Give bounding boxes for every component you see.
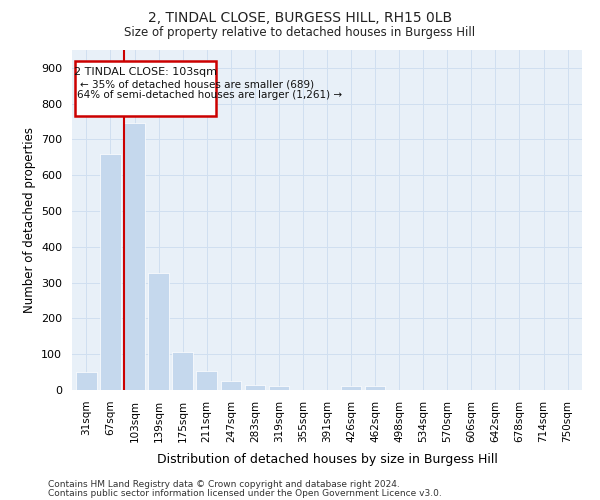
Text: 64% of semi-detached houses are larger (1,261) →: 64% of semi-detached houses are larger (… <box>77 90 343 100</box>
Bar <box>100 154 121 390</box>
Text: Size of property relative to detached houses in Burgess Hill: Size of property relative to detached ho… <box>124 26 476 39</box>
Bar <box>341 386 361 390</box>
FancyBboxPatch shape <box>75 60 217 116</box>
Bar <box>365 386 385 390</box>
Bar <box>269 386 289 390</box>
Bar <box>172 352 193 390</box>
Text: 2 TINDAL CLOSE: 103sqm: 2 TINDAL CLOSE: 103sqm <box>74 67 217 77</box>
Text: ← 35% of detached houses are smaller (689): ← 35% of detached houses are smaller (68… <box>80 80 314 90</box>
Bar <box>124 124 145 390</box>
Text: Contains public sector information licensed under the Open Government Licence v3: Contains public sector information licen… <box>48 488 442 498</box>
Bar <box>245 384 265 390</box>
X-axis label: Distribution of detached houses by size in Burgess Hill: Distribution of detached houses by size … <box>157 453 497 466</box>
Text: Contains HM Land Registry data © Crown copyright and database right 2024.: Contains HM Land Registry data © Crown c… <box>48 480 400 489</box>
Bar <box>76 372 97 390</box>
Y-axis label: Number of detached properties: Number of detached properties <box>23 127 35 313</box>
Bar <box>196 372 217 390</box>
Bar <box>221 381 241 390</box>
Text: 2, TINDAL CLOSE, BURGESS HILL, RH15 0LB: 2, TINDAL CLOSE, BURGESS HILL, RH15 0LB <box>148 11 452 25</box>
Bar <box>148 272 169 390</box>
